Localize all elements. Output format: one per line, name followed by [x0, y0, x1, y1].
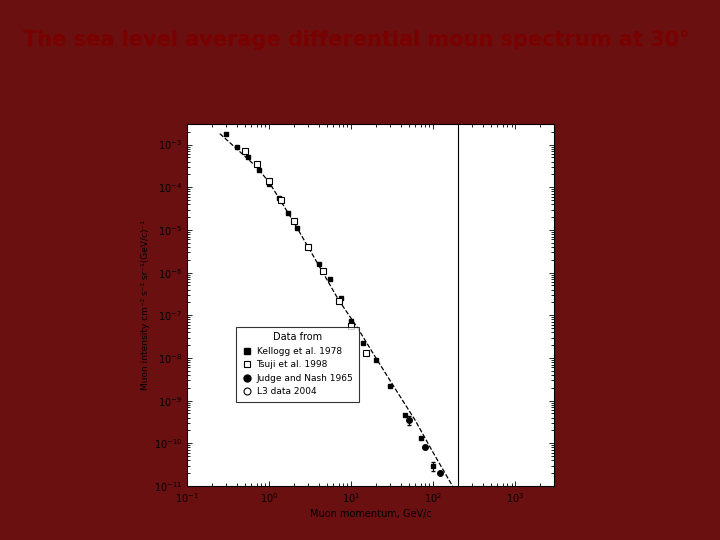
Text: The sea level average differential moun spectrum at 30°: The sea level average differential moun … — [23, 30, 690, 51]
Y-axis label: Muon intensity cm⁻² s⁻¹ sr⁻¹(GeV/c)⁻¹: Muon intensity cm⁻² s⁻¹ sr⁻¹(GeV/c)⁻¹ — [140, 220, 150, 390]
Legend: Kellogg et al. 1978, Tsuji et al. 1998, Judge and Nash 1965, L3 data 2004: Kellogg et al. 1978, Tsuji et al. 1998, … — [235, 327, 359, 402]
X-axis label: Muon momentum, GeV/c: Muon momentum, GeV/c — [310, 509, 432, 519]
